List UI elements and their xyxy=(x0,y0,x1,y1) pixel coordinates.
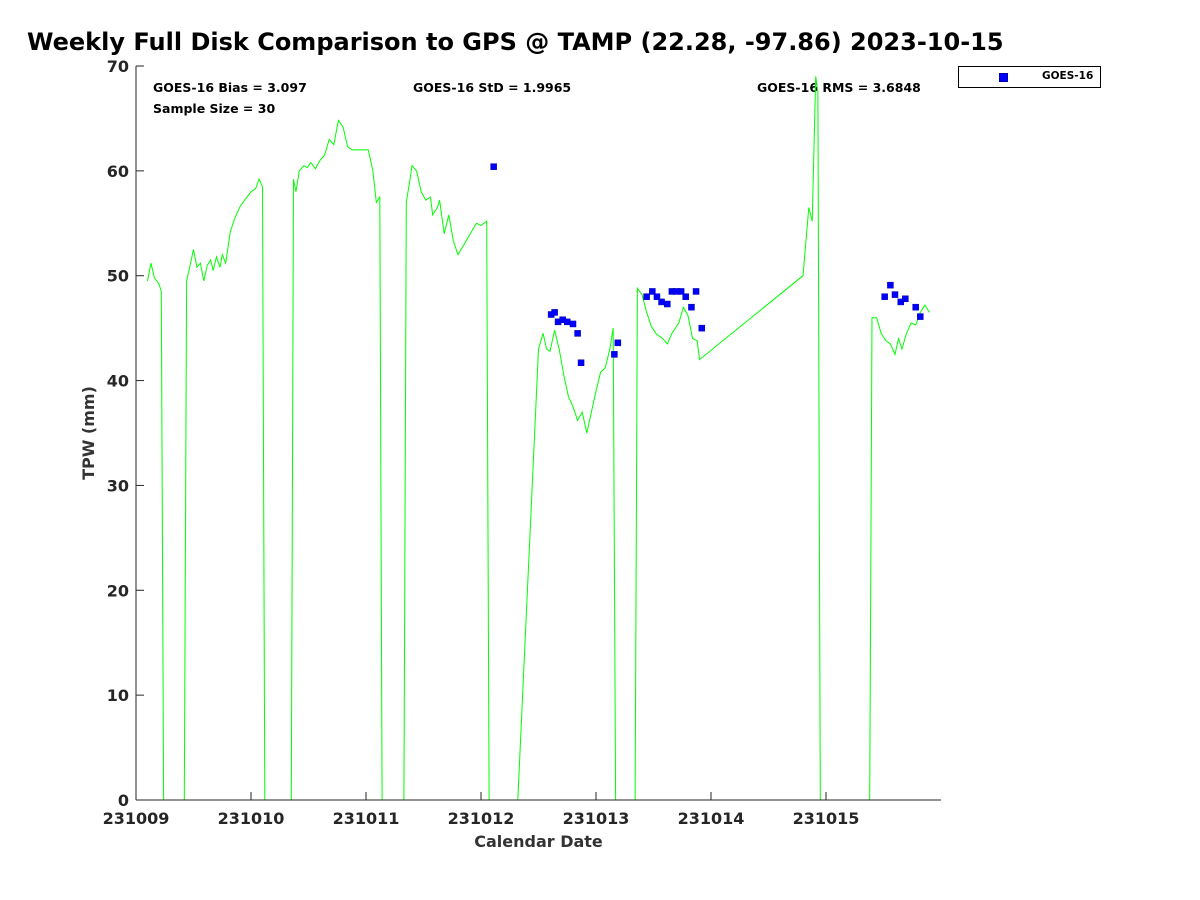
gps-tpw-line xyxy=(147,76,930,801)
goes16-point xyxy=(912,303,919,311)
legend: GOES-16 xyxy=(958,66,1101,88)
x-tick-label: 231013 xyxy=(563,809,630,828)
y-tick-label: 30 xyxy=(107,476,129,495)
goes16-point xyxy=(688,303,695,311)
y-axis-label: TPW (mm) xyxy=(79,386,98,480)
goes16-point xyxy=(887,281,894,289)
x-axis-label: Calendar Date xyxy=(474,832,603,851)
goes16-point xyxy=(677,288,685,295)
chart-title: Weekly Full Disk Comparison to GPS @ TAM… xyxy=(27,28,1004,56)
y-tick-label: 70 xyxy=(107,57,129,76)
x-tick-label: 231009 xyxy=(103,809,170,828)
goes16-point xyxy=(664,300,671,308)
x-tick-label: 231014 xyxy=(678,809,745,828)
goes16-point xyxy=(658,298,665,306)
gps-series xyxy=(147,76,930,801)
goes16-point xyxy=(577,359,585,366)
goes16-point xyxy=(653,293,661,300)
legend-marker-goes16 xyxy=(999,73,1008,82)
y-tick-label: 40 xyxy=(107,372,129,391)
goes16-point xyxy=(611,351,618,358)
goes16-point xyxy=(564,318,571,326)
bias-stat: GOES-16 Bias = 3.097 xyxy=(153,80,307,95)
goes16-point xyxy=(881,293,888,300)
goes16-point xyxy=(698,324,706,332)
rms-stat: GOES-16 RMS = 3.6848 xyxy=(757,80,921,95)
x-tick-label: 231012 xyxy=(448,809,515,828)
goes16-point xyxy=(682,293,689,300)
goes16-point xyxy=(490,163,497,170)
goes16-point xyxy=(551,309,558,316)
goes16-point xyxy=(643,293,650,300)
goes16-point xyxy=(574,330,581,337)
sample-size-stat: Sample Size = 30 xyxy=(153,101,276,116)
x-tick-label: 231011 xyxy=(333,809,400,828)
y-tick-label: 60 xyxy=(107,162,129,181)
x-axis: 231009 231010 231011 231012 231013 231014 2310… xyxy=(103,792,860,828)
y-tick-label: 20 xyxy=(107,581,129,600)
goes16-point xyxy=(614,339,622,347)
y-axis: 0 10 20 30 40 50 60 70 xyxy=(107,57,144,810)
goes16-series xyxy=(490,163,924,366)
goes16-point xyxy=(917,313,924,320)
goes16-point xyxy=(891,291,899,298)
goes16-point xyxy=(692,288,700,295)
legend-label-goes16: GOES-16 xyxy=(1042,70,1094,82)
x-tick-label: 231010 xyxy=(218,809,285,828)
goes16-point xyxy=(902,295,909,303)
x-tick-label: 231015 xyxy=(793,809,860,828)
y-tick-label: 0 xyxy=(118,791,129,810)
y-tick-label: 50 xyxy=(107,267,129,286)
y-tick-label: 10 xyxy=(107,686,129,705)
std-stat: GOES-16 StD = 1.9965 xyxy=(413,80,572,95)
goes16-point xyxy=(649,288,656,295)
goes16-point xyxy=(569,320,577,328)
